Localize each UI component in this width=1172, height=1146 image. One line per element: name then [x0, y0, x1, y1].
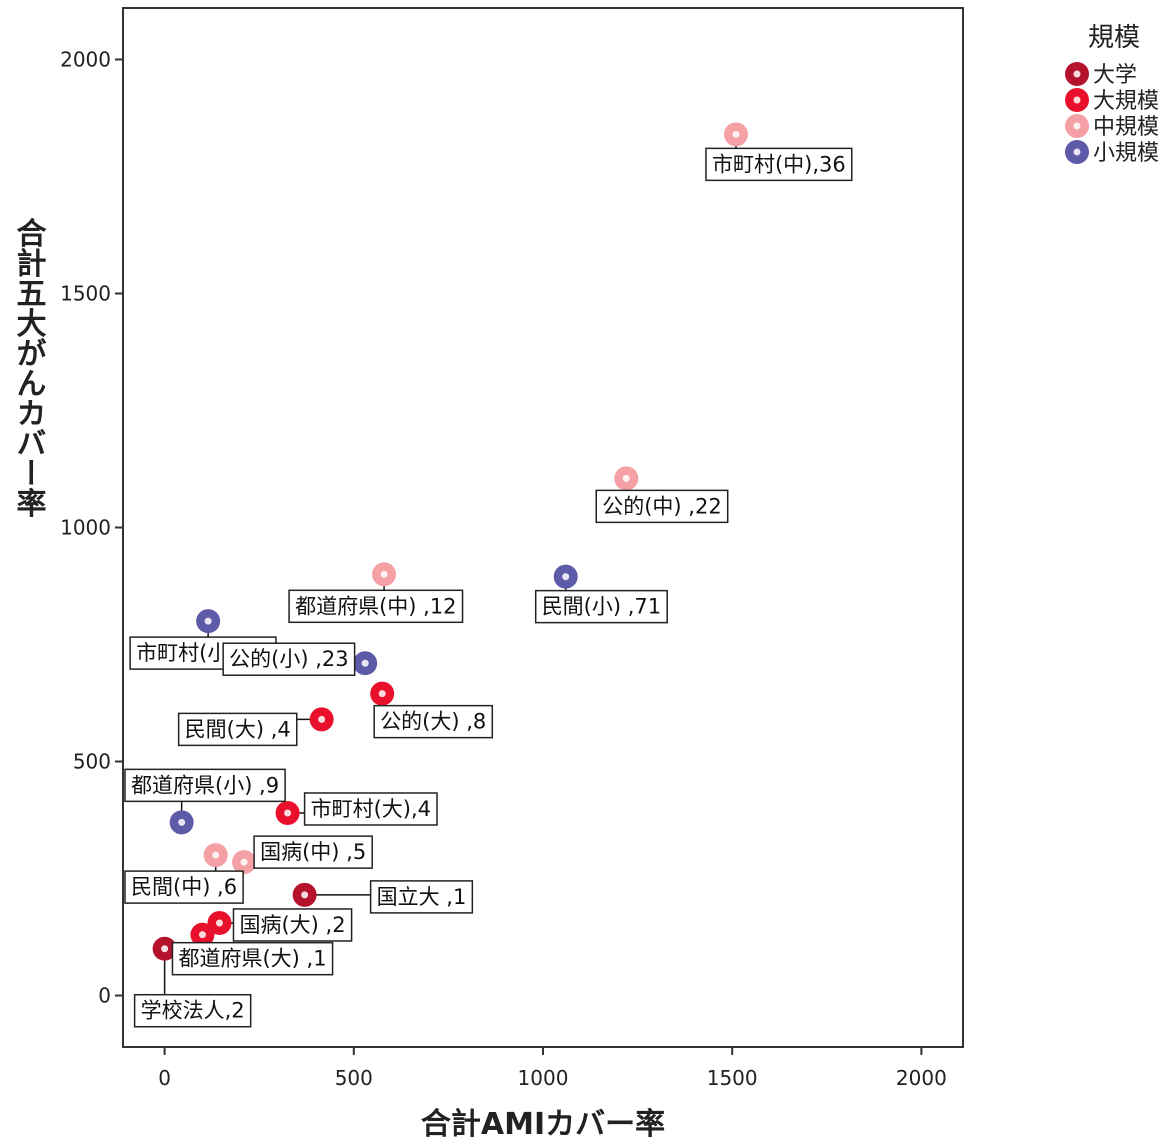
legend-marker-center [1073, 96, 1081, 104]
point-label: 市町村(中),36 [705, 147, 853, 182]
point-label: 国立大 ,1 [369, 880, 474, 914]
point-label-box [595, 489, 729, 524]
point-label-box [369, 880, 474, 914]
point-label-box [133, 993, 252, 1028]
point-label: 民間(小) ,71 [534, 589, 668, 624]
point-label: 国病(大) ,2 [232, 908, 353, 942]
legend-title: 規模 [1088, 23, 1140, 53]
data-point-center [178, 818, 186, 826]
legend-label: 大学 [1093, 63, 1137, 88]
x-tick-label: 2000 [896, 1066, 947, 1090]
point-label-text: 都道府県(小) ,9 [131, 773, 279, 797]
point-label-box [373, 704, 494, 739]
point-label-box [171, 941, 334, 976]
y-axis-title: 合計五大がんカバー率 [11, 217, 47, 518]
point-label: 学校法人,2 [133, 993, 252, 1028]
point-label-text: 民間(小) ,71 [542, 595, 661, 619]
data-point-center [318, 715, 326, 723]
point-label-text: 公的(小) ,23 [229, 647, 348, 671]
point-label: 国病(中) ,5 [253, 835, 373, 869]
point-label: 都道府県(中) ,12 [288, 589, 464, 624]
point-label-text: 市町村(大),4 [311, 797, 431, 821]
point-label: 都道府県(小) ,9 [124, 768, 286, 803]
point-label-box [253, 835, 373, 869]
legend-marker-center [1073, 70, 1081, 78]
legend-marker-center [1073, 122, 1081, 130]
data-point-center [361, 659, 369, 667]
point-label-text: 都道府県(中) ,12 [295, 594, 456, 618]
point-label-box [705, 147, 853, 182]
point-labels: 市町村(中),36 公的(中) ,22 民間(小) ,71 都道府県(中) ,12 市町… [124, 147, 853, 1028]
axis-ticks: 0 500 1000 1500 2000 0 500 1000 1500 2000 [60, 47, 947, 1090]
data-points [152, 122, 748, 961]
data-point-center [198, 931, 206, 939]
point-label: 民間(中) ,6 [124, 870, 244, 904]
point-label-box [124, 870, 244, 904]
data-point-center [240, 858, 248, 866]
point-label-box [222, 642, 356, 676]
data-point-center [204, 617, 212, 625]
point-label-text: 民間(中) ,6 [131, 875, 237, 899]
y-tick-label: 1500 [60, 281, 111, 305]
point-label-text: 国立大 ,1 [377, 885, 467, 909]
y-tick-label: 500 [73, 750, 111, 774]
x-tick-label: 1000 [518, 1066, 569, 1090]
data-point-center [622, 474, 630, 482]
point-label: 公的(中) ,22 [595, 489, 729, 524]
data-point-center [284, 809, 292, 817]
point-label-text: 学校法人,2 [141, 999, 245, 1023]
point-label-text: 民間(大) ,4 [185, 717, 291, 741]
legend-label: 小規模 [1093, 141, 1159, 166]
point-label-box [303, 792, 438, 826]
point-label-text: 公的(中) ,22 [602, 494, 721, 518]
data-point-center [380, 570, 388, 578]
point-label: 都道府県(大) ,1 [171, 941, 334, 976]
point-label-box [177, 712, 298, 747]
y-tick-label: 1000 [60, 516, 111, 540]
x-tick-label: 0 [158, 1066, 171, 1090]
point-label-text: 公的(大) ,8 [380, 710, 486, 734]
point-label: 公的(小) ,23 [222, 642, 356, 676]
point-label-text: 国病(中) ,5 [260, 840, 366, 864]
data-point-center [215, 919, 223, 927]
legend-label: 大規模 [1093, 89, 1159, 114]
x-axis-title: 合計AMIカバー率 [421, 1107, 665, 1142]
y-tick-label: 0 [98, 984, 111, 1008]
x-tick-label: 500 [335, 1066, 373, 1090]
y-tick-label: 2000 [60, 47, 111, 71]
data-point-center [378, 690, 386, 698]
point-label-box [534, 589, 668, 624]
point-label: 市町村(大),4 [303, 792, 438, 826]
data-point-center [212, 851, 220, 859]
data-point-center [161, 945, 169, 953]
legend-label: 中規模 [1093, 115, 1159, 140]
point-label: 公的(大) ,8 [373, 704, 494, 739]
point-label-text: 国病(大) ,2 [239, 913, 345, 937]
point-label: 民間(大) ,4 [177, 712, 298, 747]
point-label-box [288, 589, 464, 624]
point-label-box [124, 768, 286, 803]
point-label-box [232, 908, 353, 942]
data-point-center [732, 130, 740, 138]
point-label-text: 都道府県(大) ,1 [178, 947, 326, 971]
data-point-center [301, 891, 309, 899]
data-point-center [562, 573, 570, 581]
point-label-text: 市町村(中),36 [712, 152, 846, 176]
x-tick-label: 1500 [707, 1066, 758, 1090]
legend-marker-center [1073, 148, 1081, 156]
